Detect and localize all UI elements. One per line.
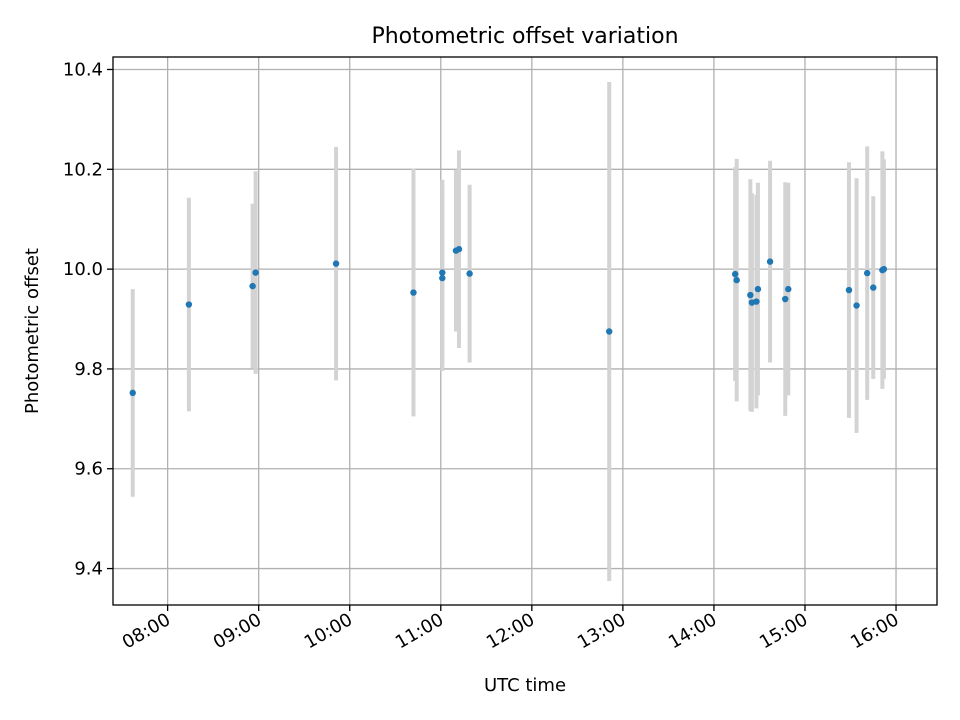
data-point bbox=[332, 260, 340, 267]
data-point bbox=[185, 301, 193, 308]
data-point bbox=[880, 265, 888, 273]
y-tick-label: 10.4 bbox=[63, 59, 103, 80]
data-point bbox=[785, 285, 792, 293]
data-point bbox=[466, 270, 473, 277]
data-point bbox=[782, 295, 789, 303]
x-axis-label: UTC time bbox=[484, 675, 566, 696]
data-point bbox=[853, 302, 860, 309]
plot-frame bbox=[112, 56, 938, 606]
data-point bbox=[252, 269, 259, 276]
data-point bbox=[129, 389, 136, 397]
y-tick-label: 9.6 bbox=[74, 459, 103, 480]
data-point bbox=[439, 274, 446, 282]
data-point bbox=[606, 328, 613, 335]
y-tick-label: 9.8 bbox=[74, 359, 103, 380]
data-point bbox=[753, 298, 760, 305]
data-point bbox=[249, 282, 256, 290]
data-point bbox=[754, 285, 762, 293]
data-point bbox=[410, 289, 417, 296]
data-point bbox=[863, 269, 871, 277]
y-tick-label: 10.0 bbox=[63, 259, 103, 280]
y-tick-label: 10.2 bbox=[63, 159, 103, 180]
data-point bbox=[455, 245, 463, 253]
data-point bbox=[439, 269, 446, 276]
data-point bbox=[870, 284, 877, 291]
chart-title: Photometric offset variation bbox=[371, 24, 678, 49]
data-point bbox=[766, 258, 774, 265]
grid bbox=[113, 57, 937, 605]
data-points bbox=[129, 245, 888, 397]
y-axis-label: Photometric offset bbox=[22, 248, 43, 414]
data-point bbox=[733, 276, 740, 284]
data-point bbox=[845, 286, 853, 294]
data-point bbox=[731, 270, 739, 278]
y-tick-label: 9.4 bbox=[74, 559, 103, 580]
data-point bbox=[747, 291, 754, 299]
